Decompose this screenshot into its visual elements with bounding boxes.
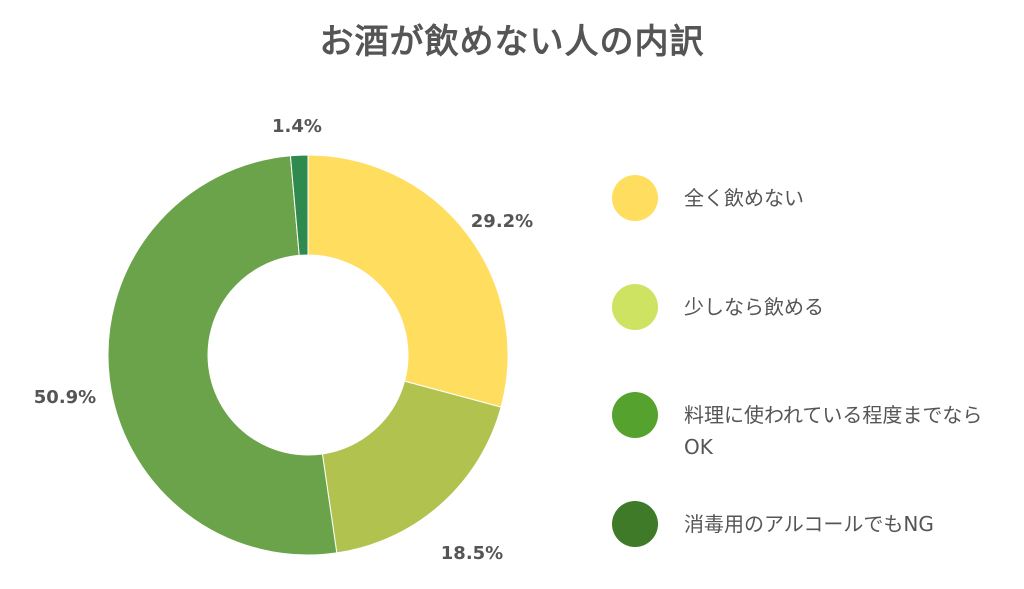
legend-label-3: 消毒用のアルコールでもNG [684,512,934,536]
legend-label-0: 全く飲めない [684,186,804,210]
legend-label-2: 料理に使われている程度までならOK [684,403,983,459]
legend-swatch-3 [612,501,658,547]
legend-item-0: 全く飲めない [612,175,1012,221]
donut-slice-1 [321,380,502,554]
donut-slices [107,154,509,556]
legend-label-1: 少しなら飲める [684,295,824,319]
legend-item-1: 少しなら飲める [612,284,1012,330]
donut-slice-2 [107,155,338,556]
value-label-3: 1.4% [272,116,322,137]
legend-item-2: 料理に使われている程度までならOK [612,392,1012,463]
donut-slice-3 [289,154,309,256]
legend-swatch-2 [612,392,658,438]
value-label-2: 50.9% [34,387,96,408]
donut-value-labels: 29.2% 18.5% 50.9% 1.4% [34,116,533,564]
legend-item-3: 消毒用のアルコールでもNG [612,501,1012,547]
value-label-1: 18.5% [441,543,503,564]
value-label-0: 29.2% [471,211,533,232]
donut-slice-0 [307,154,509,408]
legend-swatch-1 [612,284,658,330]
legend: 全く飲めない 少しなら飲める 料理に使われている程度までならOK 消毒用のアルコ… [612,0,1012,589]
legend-swatch-0 [612,175,658,221]
chart-title: お酒が飲めない人の内訳 [319,22,705,62]
